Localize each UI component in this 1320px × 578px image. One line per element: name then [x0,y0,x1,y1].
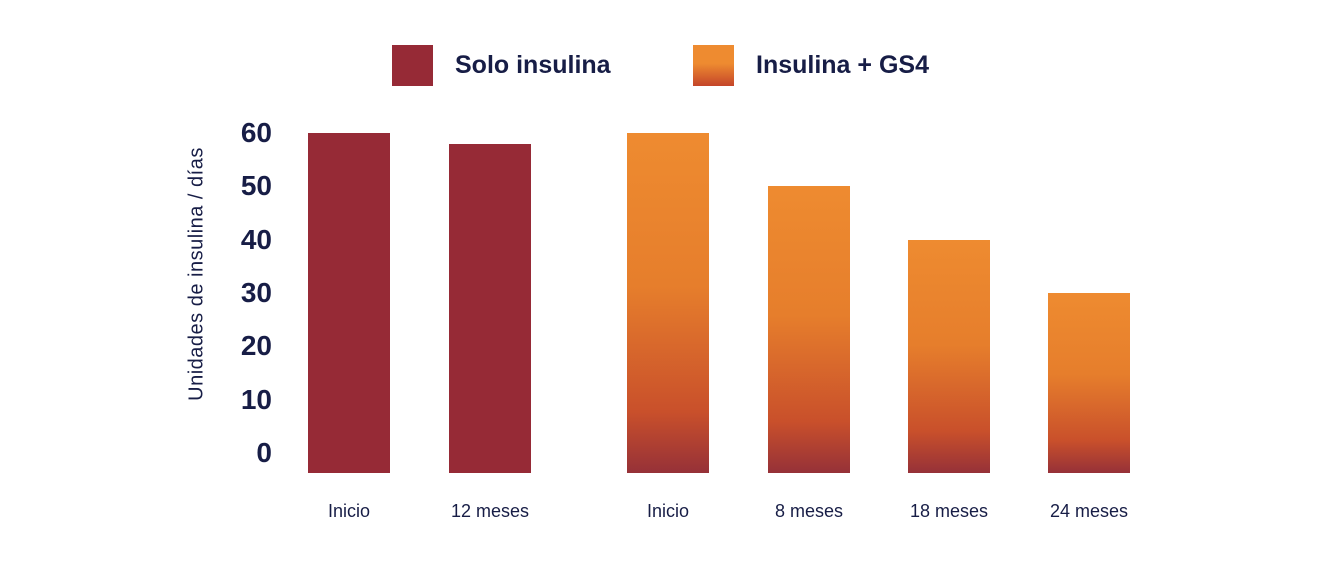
x-label-24-meses: 24 meses [1049,501,1129,521]
legend-label-insulina-gs4: Insulina + GS4 [756,51,929,79]
bar-insulina-gs4-8-meses [768,186,850,473]
y-tick-50: 50 [240,170,272,202]
x-label-inicio: Inicio [646,501,690,521]
y-tick-40: 40 [240,223,272,255]
legend-item-solo-insulina: Solo insulina [392,45,611,86]
x-label-inicio: Inicio [327,501,371,521]
bar-insulina-gs4-24-meses [1048,293,1130,473]
y-tick-30: 30 [240,277,272,308]
legend-item-insulina-gs4: Insulina + GS4 [693,45,929,86]
bar-solo-insulina-12-meses [449,143,531,473]
x-label-18-meses: 18 meses [909,501,989,521]
legend-label-solo-insulina: Solo insulina [455,51,611,79]
legend-swatch-insulina-gs4 [693,45,734,86]
y-tick-0: 0 [256,437,272,468]
bar-insulina-gs4-inicio [627,133,709,473]
legend-swatch-solo-insulina [392,45,433,86]
bar-solo-insulina-inicio [308,133,390,473]
y-tick-60: 60 [240,117,272,148]
x-label-12-meses: 12 meses [450,501,530,521]
x-label-8-meses: 8 meses [774,501,844,521]
y-tick-20: 20 [240,330,272,362]
bar-insulina-gs4-18-meses [908,239,990,473]
y-tick-10: 10 [240,383,272,415]
